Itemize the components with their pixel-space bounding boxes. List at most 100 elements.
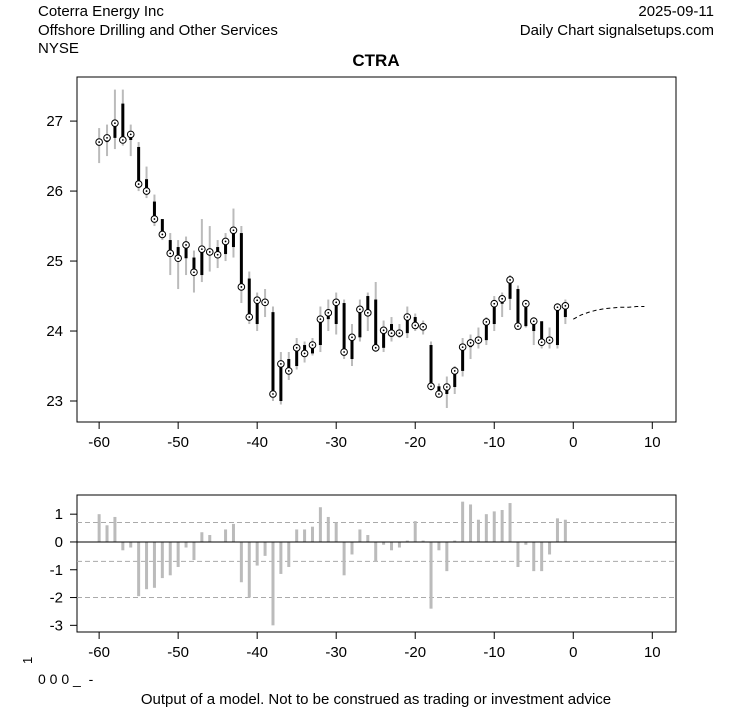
footer: Output of a model. Not to be construed a… — [141, 691, 611, 708]
source: Daily Chart signalsetups.com — [520, 22, 714, 39]
bar — [405, 540, 409, 542]
corner-text: 0 0 0 _ - — [38, 671, 94, 687]
open-close — [192, 257, 196, 273]
bar — [500, 510, 504, 542]
close-dot — [524, 302, 527, 305]
bar — [105, 525, 109, 542]
open-close — [540, 321, 544, 343]
close-dot — [303, 352, 306, 355]
bar — [532, 541, 536, 572]
bar — [152, 541, 156, 588]
open-close — [318, 319, 322, 346]
close-dot — [256, 299, 259, 302]
open-close — [390, 324, 394, 334]
open-close — [287, 359, 291, 371]
bar — [129, 541, 133, 548]
open-close — [279, 363, 283, 402]
x-tick-label: -50 — [167, 434, 189, 451]
open-close — [271, 312, 275, 395]
close-dot — [540, 341, 543, 344]
open-close — [532, 321, 536, 332]
open-close — [295, 347, 299, 367]
close-dot — [359, 308, 361, 311]
open-close — [121, 103, 125, 140]
bar — [358, 529, 362, 542]
bar — [137, 541, 141, 597]
y-tick-label: 0 — [55, 534, 63, 551]
close-dot — [216, 253, 219, 256]
close-dot — [414, 324, 417, 327]
close-dot — [224, 240, 227, 243]
x-tick-label: -40 — [246, 644, 268, 661]
close-dot — [366, 311, 369, 314]
y-tick-label: 24 — [46, 323, 63, 340]
bar — [516, 541, 520, 567]
close-dot — [445, 386, 448, 388]
chart-title: CTRA — [352, 51, 399, 70]
bar — [374, 541, 378, 562]
bar — [279, 541, 283, 574]
bar — [390, 541, 394, 551]
y-tick-label: 26 — [46, 183, 63, 200]
bar — [555, 518, 559, 542]
open-close — [137, 146, 141, 185]
bar — [247, 541, 251, 598]
close-dot — [517, 325, 519, 328]
bar — [413, 521, 417, 542]
open-close — [342, 303, 346, 353]
bar — [461, 501, 465, 542]
open-close — [310, 345, 314, 354]
open-close — [555, 307, 559, 346]
close-dot — [438, 393, 440, 395]
close-dot — [398, 332, 401, 335]
close-dot — [430, 385, 432, 388]
open-close — [492, 303, 496, 325]
close-dot — [185, 244, 187, 246]
open-close — [437, 386, 441, 395]
close-dot — [98, 141, 101, 143]
bar — [121, 541, 125, 551]
close-dot — [532, 320, 535, 323]
open-close — [484, 321, 488, 341]
corner-mark: 1 — [20, 657, 35, 664]
open-close — [508, 279, 512, 299]
close-dot — [137, 183, 140, 185]
close-dot — [477, 339, 480, 342]
open-close — [429, 345, 433, 387]
open-close — [563, 305, 567, 318]
open-close — [366, 296, 370, 313]
open-close — [255, 300, 259, 325]
open-close — [176, 247, 180, 259]
bar — [224, 529, 228, 542]
bar — [231, 523, 235, 542]
open-close — [145, 179, 149, 192]
date: 2025-09-11 — [638, 3, 714, 20]
close-dot — [279, 363, 282, 365]
x-tick-label: -60 — [88, 644, 110, 661]
y-tick-label: -2 — [50, 590, 63, 607]
open-close — [334, 302, 338, 325]
plot-frame — [76, 76, 677, 423]
x-tick-label: 0 — [569, 644, 577, 661]
bar — [453, 540, 457, 542]
bar — [382, 541, 386, 545]
y-tick-label: -3 — [50, 617, 63, 634]
y-tick-label: 27 — [46, 113, 63, 130]
open-close — [216, 247, 220, 255]
x-tick-label: -10 — [483, 434, 505, 451]
open-close — [239, 233, 243, 287]
close-dot — [327, 311, 330, 314]
close-dot — [485, 321, 488, 323]
company: Coterra Energy Inc — [38, 3, 164, 20]
x-tick-label: 10 — [644, 644, 661, 661]
x-tick-label: 10 — [644, 434, 661, 451]
bar — [524, 541, 528, 545]
close-dot — [161, 233, 164, 236]
close-dot — [106, 136, 108, 139]
close-dot — [272, 393, 274, 395]
open-close — [516, 289, 520, 327]
bar — [184, 541, 188, 548]
open-close — [413, 317, 417, 326]
bar — [263, 541, 267, 556]
